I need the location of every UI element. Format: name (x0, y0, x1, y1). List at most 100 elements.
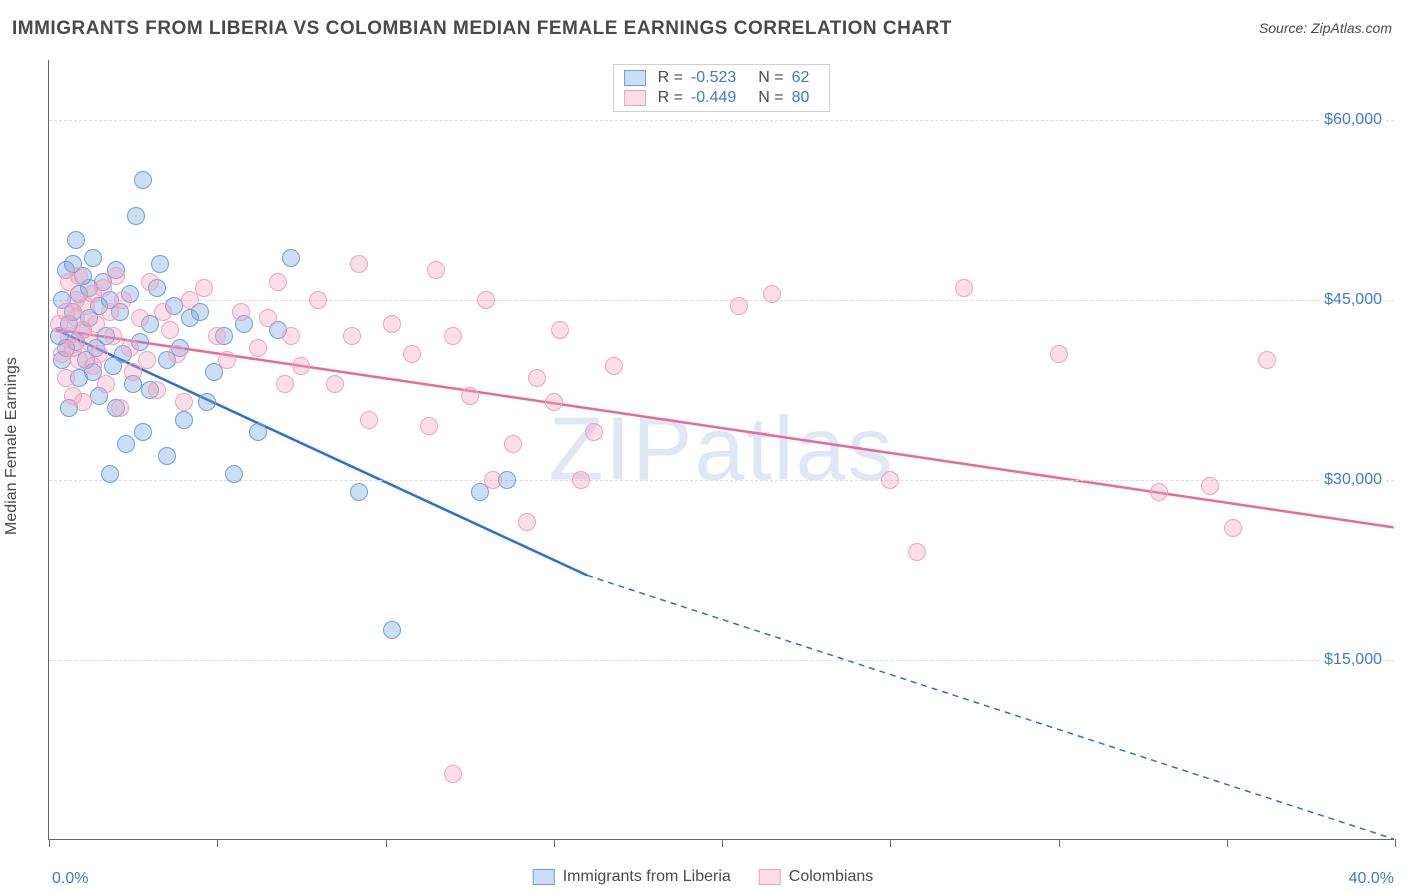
scatter-point (427, 261, 445, 279)
scatter-plot: ZIPatlas R = -0.523 N = 62 R = -0.449 N = 8… (48, 60, 1394, 840)
gridline (49, 300, 1394, 301)
scatter-point (114, 291, 132, 309)
scatter-point (70, 267, 88, 285)
scatter-point (528, 369, 546, 387)
chart-title: IMMIGRANTS FROM LIBERIA VS COLOMBIAN MED… (12, 18, 952, 40)
scatter-point (504, 435, 522, 453)
scatter-point (282, 249, 300, 267)
scatter-point (195, 279, 213, 297)
scatter-point (67, 231, 85, 249)
scatter-point (1150, 483, 1168, 501)
scatter-point (1201, 477, 1219, 495)
scatter-point (1224, 519, 1242, 537)
scatter-point (57, 369, 75, 387)
y-tick-label: $60,000 (1320, 111, 1386, 129)
x-tick (217, 839, 218, 847)
scatter-point (218, 351, 236, 369)
scatter-point (158, 447, 176, 465)
scatter-point (74, 393, 92, 411)
scatter-point (484, 471, 502, 489)
chart-source: Source: ZipAtlas.com (1259, 20, 1392, 36)
scatter-point (518, 513, 536, 531)
r-label: R = (658, 89, 683, 107)
legend-swatch (533, 869, 555, 885)
scatter-point (420, 417, 438, 435)
legend-label: Colombians (789, 868, 873, 886)
scatter-point (198, 393, 216, 411)
scatter-point (545, 393, 563, 411)
scatter-point (104, 327, 122, 345)
x-tick (1227, 839, 1228, 847)
y-axis-title: Median Female Earnings (3, 357, 21, 535)
scatter-point (141, 273, 159, 291)
scatter-point (730, 297, 748, 315)
scatter-point (269, 273, 287, 291)
y-tick-label: $30,000 (1320, 471, 1386, 489)
gridline (49, 120, 1394, 121)
scatter-point (225, 465, 243, 483)
regression-lines (49, 60, 1394, 839)
scatter-point (955, 279, 973, 297)
gridline (49, 480, 1394, 481)
scatter-point (84, 249, 102, 267)
y-tick-label: $15,000 (1320, 651, 1386, 669)
legend-item: Colombians (759, 868, 873, 886)
scatter-point (572, 471, 590, 489)
scatter-point (101, 465, 119, 483)
scatter-point (161, 321, 179, 339)
scatter-point (360, 411, 378, 429)
scatter-point (292, 357, 310, 375)
legend-item: Immigrants from Liberia (533, 868, 731, 886)
scatter-point (90, 345, 108, 363)
scatter-point (107, 267, 125, 285)
scatter-point (127, 207, 145, 225)
scatter-point (134, 171, 152, 189)
scatter-point (383, 315, 401, 333)
scatter-point (383, 621, 401, 639)
scatter-point (1258, 351, 1276, 369)
watermark: ZIPatlas (548, 398, 894, 501)
scatter-point (175, 393, 193, 411)
scatter-point (605, 357, 623, 375)
scatter-point (148, 381, 166, 399)
x-tick (554, 839, 555, 847)
scatter-point (111, 399, 129, 417)
scatter-point (461, 387, 479, 405)
r-value: -0.523 (691, 69, 736, 87)
scatter-point (282, 327, 300, 345)
legend-label: Immigrants from Liberia (563, 868, 731, 886)
scatter-point (881, 471, 899, 489)
legend-swatch (759, 869, 781, 885)
n-label: N = (758, 69, 783, 87)
scatter-point (151, 255, 169, 273)
legend-row: R = -0.449 N = 80 (624, 89, 820, 107)
scatter-point (208, 327, 226, 345)
correlation-legend: R = -0.523 N = 62 R = -0.449 N = 80 (613, 64, 831, 112)
r-label: R = (658, 69, 683, 87)
y-tick-label: $45,000 (1320, 291, 1386, 309)
n-value: 80 (792, 89, 810, 107)
scatter-point (477, 291, 495, 309)
scatter-point (309, 291, 327, 309)
scatter-point (403, 345, 421, 363)
scatter-point (249, 423, 267, 441)
scatter-point (1050, 345, 1068, 363)
scatter-point (763, 285, 781, 303)
scatter-point (232, 303, 250, 321)
scatter-point (444, 765, 462, 783)
scatter-point (551, 321, 569, 339)
scatter-point (350, 255, 368, 273)
legend-row: R = -0.523 N = 62 (624, 69, 820, 87)
r-value: -0.449 (691, 89, 736, 107)
n-value: 62 (792, 69, 810, 87)
scatter-point (259, 309, 277, 327)
x-tick (49, 839, 50, 847)
scatter-point (343, 327, 361, 345)
n-label: N = (758, 89, 783, 107)
x-tick (1059, 839, 1060, 847)
scatter-point (908, 543, 926, 561)
scatter-point (117, 435, 135, 453)
scatter-point (326, 375, 344, 393)
scatter-point (276, 375, 294, 393)
scatter-point (121, 339, 139, 357)
